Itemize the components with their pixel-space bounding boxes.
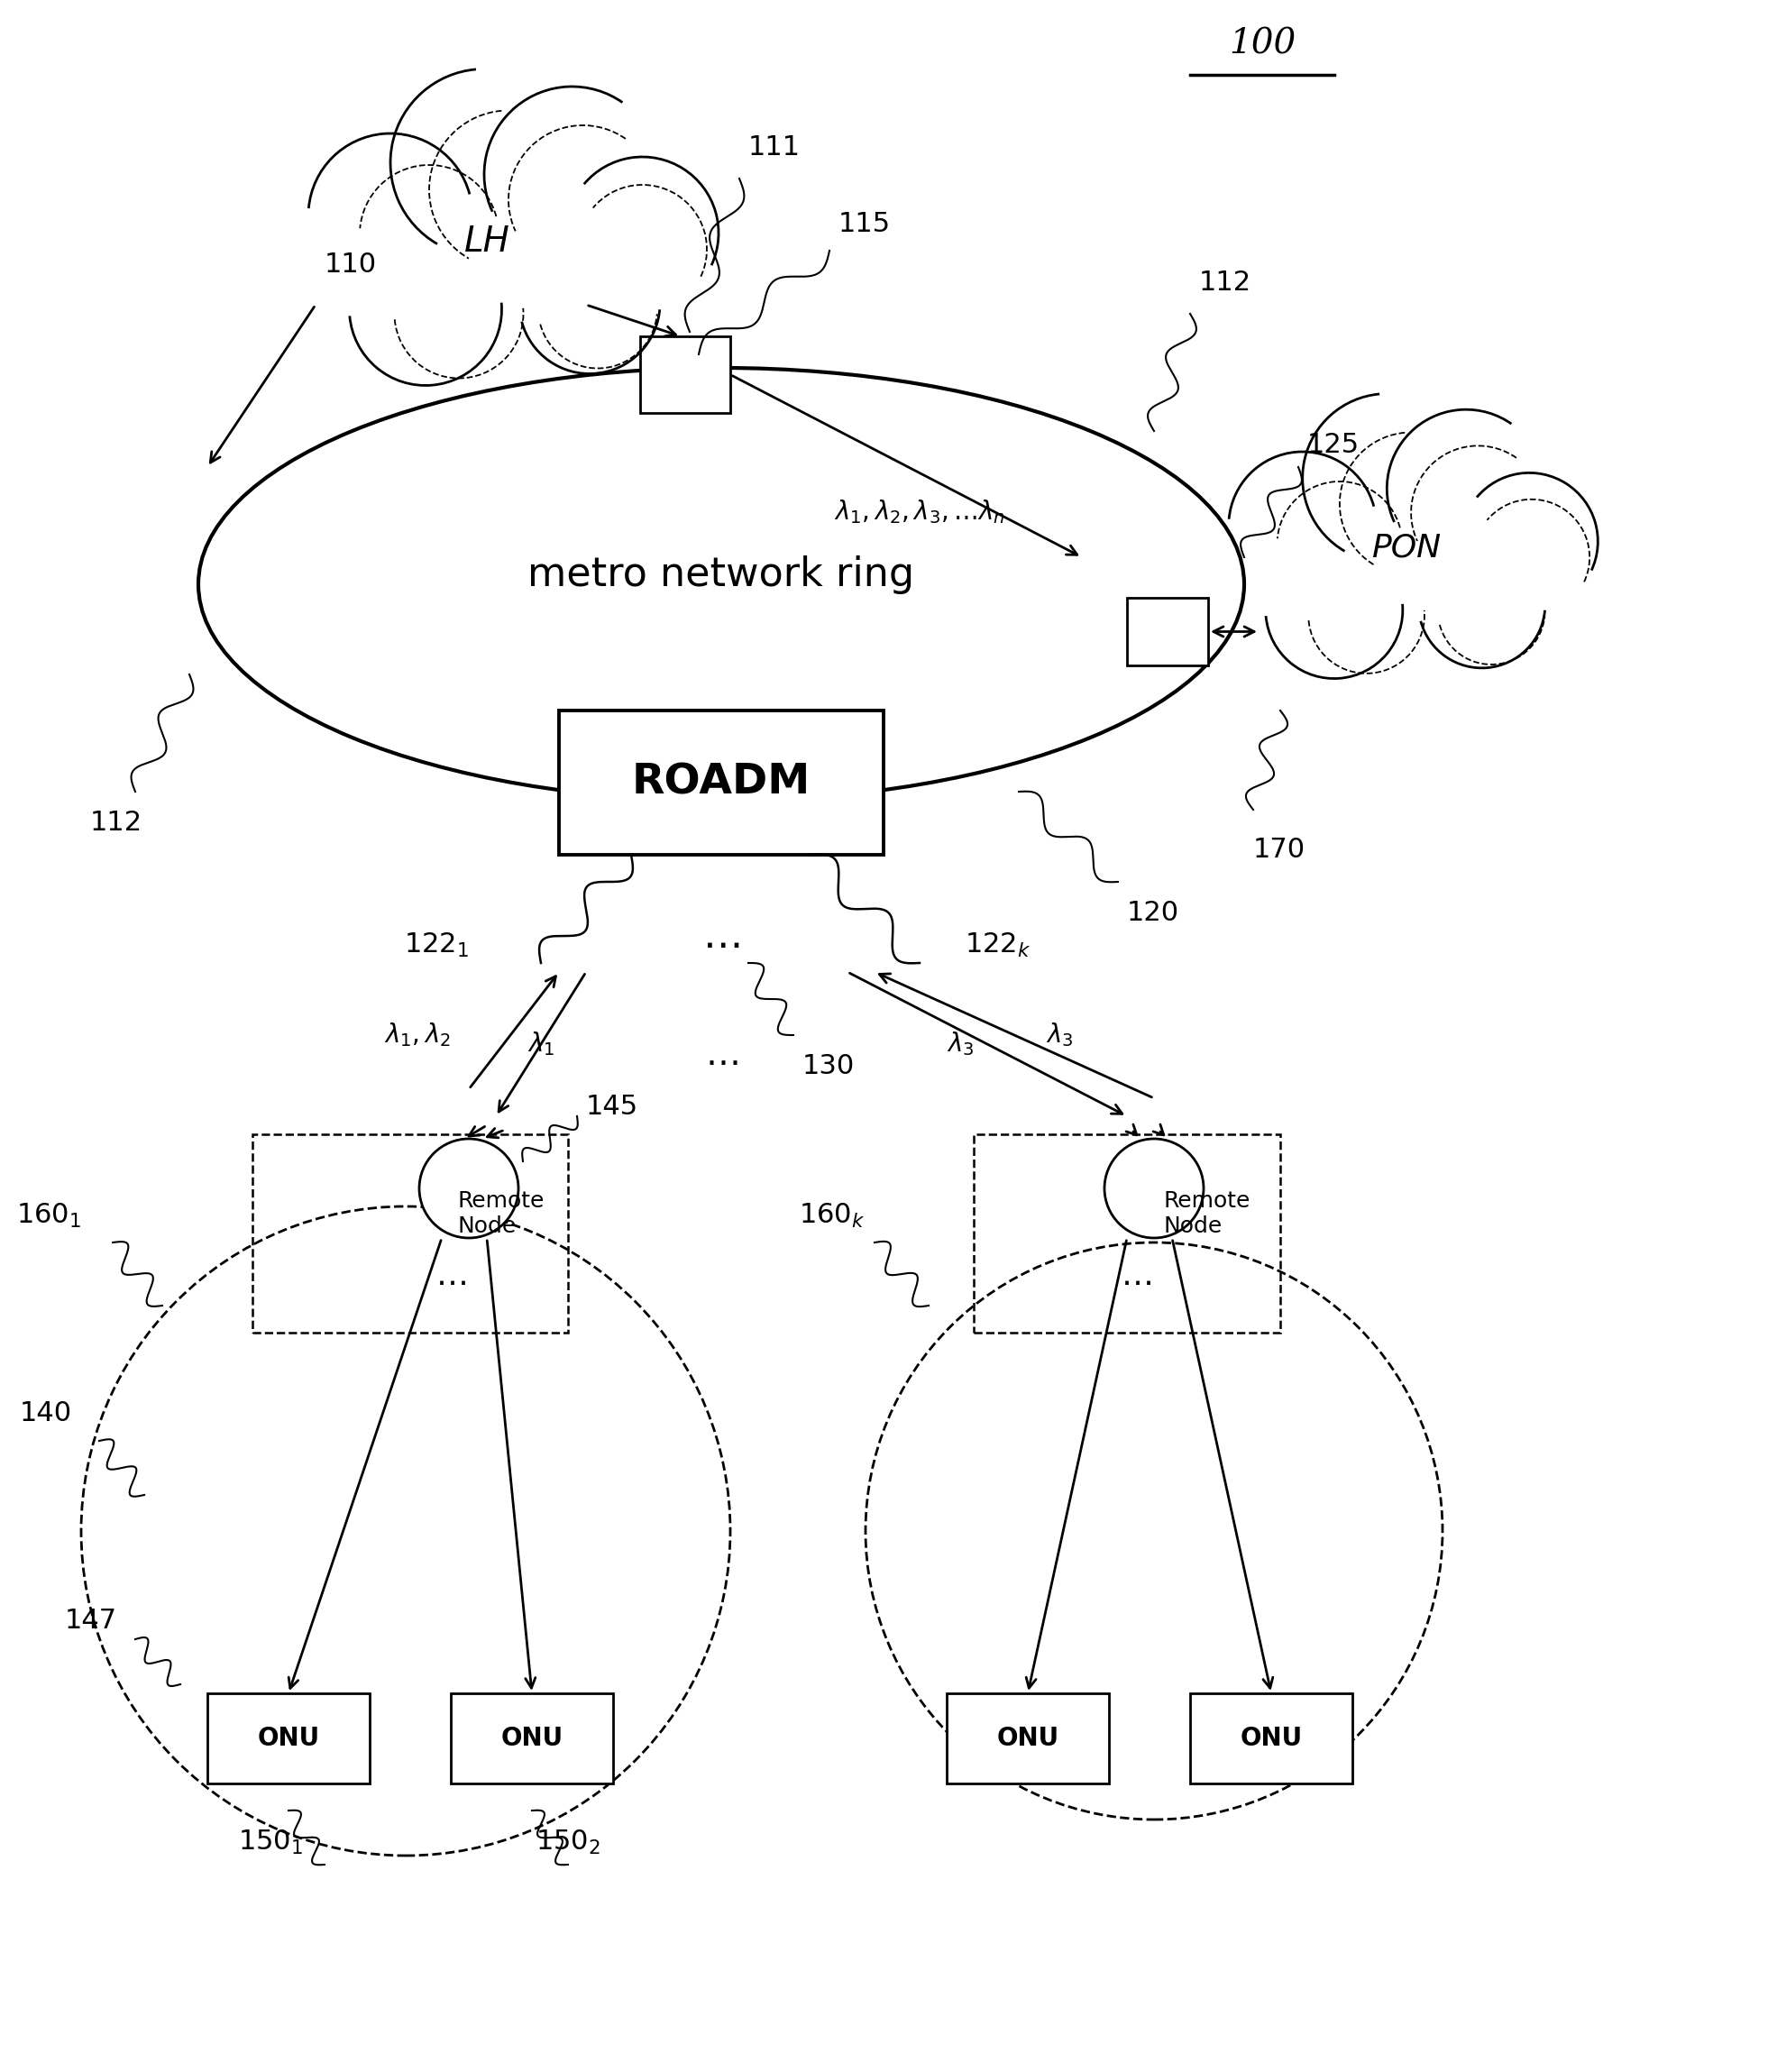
Text: 110: 110: [325, 251, 377, 278]
FancyBboxPatch shape: [207, 1693, 370, 1784]
Text: 111: 111: [748, 135, 801, 160]
Text: 112: 112: [1199, 269, 1252, 296]
Text: $\cdots$: $\cdots$: [435, 1268, 467, 1299]
Text: LH: LH: [463, 224, 509, 259]
Text: $150_1$: $150_1$: [239, 1830, 302, 1857]
Text: $\cdots$: $\cdots$: [702, 926, 739, 963]
Text: $\lambda_1, \lambda_2, \lambda_3, \ldots \lambda_n$: $\lambda_1, \lambda_2, \lambda_3, \ldots…: [834, 497, 1006, 526]
Text: ONU: ONU: [258, 1726, 320, 1751]
Text: $\cdots$: $\cdots$: [705, 1044, 737, 1080]
Text: $\lambda_3$: $\lambda_3$: [946, 1030, 974, 1059]
Text: Remote
Node: Remote Node: [458, 1189, 545, 1237]
FancyBboxPatch shape: [640, 336, 730, 412]
Text: $\lambda_1$: $\lambda_1$: [527, 1030, 555, 1059]
Text: metro network ring: metro network ring: [529, 555, 914, 595]
Text: PON: PON: [1372, 533, 1441, 564]
Circle shape: [1105, 1140, 1204, 1237]
Text: 130: 130: [803, 1053, 856, 1080]
Text: 147: 147: [65, 1608, 117, 1635]
Text: 120: 120: [1126, 899, 1179, 926]
Text: 125: 125: [1307, 431, 1360, 458]
FancyBboxPatch shape: [1190, 1693, 1353, 1784]
Text: $160_1$: $160_1$: [16, 1202, 81, 1229]
Text: $\cdots$: $\cdots$: [1121, 1268, 1151, 1299]
Text: Remote
Node: Remote Node: [1163, 1189, 1250, 1237]
FancyBboxPatch shape: [559, 711, 884, 856]
Text: $160_k$: $160_k$: [799, 1202, 866, 1229]
Text: ONU: ONU: [500, 1726, 562, 1751]
FancyBboxPatch shape: [946, 1693, 1109, 1784]
Text: $\lambda_1, \lambda_2$: $\lambda_1, \lambda_2$: [384, 1021, 451, 1048]
FancyBboxPatch shape: [1126, 599, 1208, 665]
Text: 145: 145: [585, 1094, 638, 1121]
Text: 115: 115: [838, 211, 891, 236]
Text: 140: 140: [19, 1401, 72, 1428]
Text: 170: 170: [1254, 837, 1305, 862]
Text: $150_2$: $150_2$: [536, 1830, 601, 1857]
FancyBboxPatch shape: [451, 1693, 613, 1784]
Text: ONU: ONU: [997, 1726, 1059, 1751]
Text: 112: 112: [90, 810, 143, 835]
Text: ROADM: ROADM: [631, 762, 812, 804]
Text: $122_k$: $122_k$: [965, 930, 1031, 959]
Text: $\lambda_3$: $\lambda_3$: [1047, 1021, 1073, 1048]
Text: 100: 100: [1229, 27, 1296, 62]
Text: $122_1$: $122_1$: [403, 930, 469, 959]
Circle shape: [419, 1140, 518, 1237]
Text: ONU: ONU: [1239, 1726, 1303, 1751]
